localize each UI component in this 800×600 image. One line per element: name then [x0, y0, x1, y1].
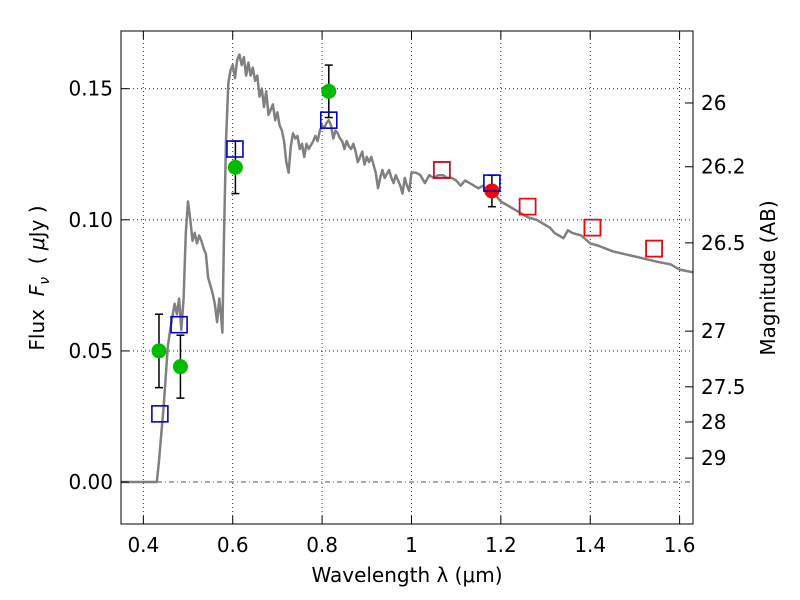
mag-tick-label: 26: [701, 91, 726, 115]
model-square-marker: [483, 174, 501, 192]
x-tick-label: 0.8: [306, 533, 338, 557]
x-axis-label: Wavelength λ (μm): [311, 563, 502, 587]
tick-layer: 0.4 0.6 0.8 1 1.2 1.4 1.6 0.00 0.05 0.10 0.15 26 26.…: [68, 31, 746, 557]
mag-tick-label: 29: [701, 446, 726, 470]
x-tick-label: 0.6: [217, 533, 249, 557]
plot-frame: [120, 30, 694, 525]
photometry-point: [151, 343, 167, 359]
mag-tick-label: 27.5: [701, 375, 746, 399]
x-tick-label: 1: [405, 533, 418, 557]
grid-layer: [121, 31, 693, 524]
mag-tick-label: 26.5: [701, 231, 746, 255]
model-square-marker: [583, 218, 602, 237]
model-square-marker: [518, 197, 537, 216]
model-square-marker: [226, 140, 244, 158]
model-square-marker: [433, 161, 451, 179]
model-square-marker: [583, 218, 602, 237]
x-tick-label: 0.4: [127, 533, 159, 557]
photometry-point: [321, 83, 337, 99]
model-square-marker: [151, 405, 169, 423]
y-axis-label: Flux Fν ( μJy ): [25, 205, 53, 350]
photometry-point: [172, 359, 188, 375]
mag-tick-label: 27: [701, 319, 726, 343]
photometry-point: [227, 159, 243, 175]
data-layer: [121, 53, 693, 484]
y-tick-label: 0.05: [68, 339, 113, 363]
mag-tick-label: 26.2: [701, 155, 746, 179]
x-tick-label: 1.2: [485, 533, 517, 557]
model-square-marker: [170, 315, 188, 334]
x-tick-label: 1.4: [574, 533, 606, 557]
spectrum-line: [121, 53, 693, 484]
y-tick-label: 0.00: [68, 470, 113, 494]
magnitude-axis-label: Magnitude (AB): [756, 200, 780, 355]
mag-tick-label: 28: [701, 410, 726, 434]
y-tick-label: 0.15: [68, 77, 113, 101]
x-tick-label: 1.6: [664, 533, 696, 557]
model-square-marker: [645, 239, 663, 258]
model-square-marker: [518, 197, 537, 216]
y-tick-label: 0.10: [68, 208, 113, 232]
model-square-marker: [645, 239, 663, 258]
model-square-marker: [319, 111, 338, 129]
